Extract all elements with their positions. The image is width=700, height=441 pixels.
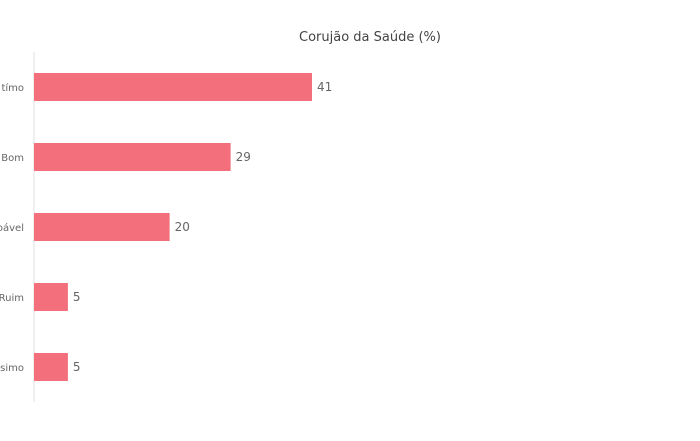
bar-1	[34, 143, 231, 171]
bar-4	[34, 353, 68, 381]
value-label-4: 5	[73, 360, 81, 374]
value-label-3: 5	[73, 290, 81, 304]
category-label-1: Bom	[1, 153, 24, 164]
category-label-2: oável	[0, 222, 24, 234]
category-label-0: tímo	[1, 82, 24, 94]
category-label-3: Ruim	[0, 293, 24, 304]
value-label-2: 20	[175, 220, 190, 234]
bars-group: 41 tímo 29 Bom 20 oável 5 Ruim 5 ssimo	[0, 73, 332, 381]
bar-3	[34, 283, 68, 311]
value-label-0: 41	[317, 80, 332, 94]
chart-title: Corujão da Saúde (%)	[299, 30, 441, 45]
bar-2	[34, 213, 170, 241]
bar-0	[34, 73, 312, 101]
value-label-1: 29	[236, 150, 251, 164]
category-label-4: ssimo	[0, 363, 24, 374]
